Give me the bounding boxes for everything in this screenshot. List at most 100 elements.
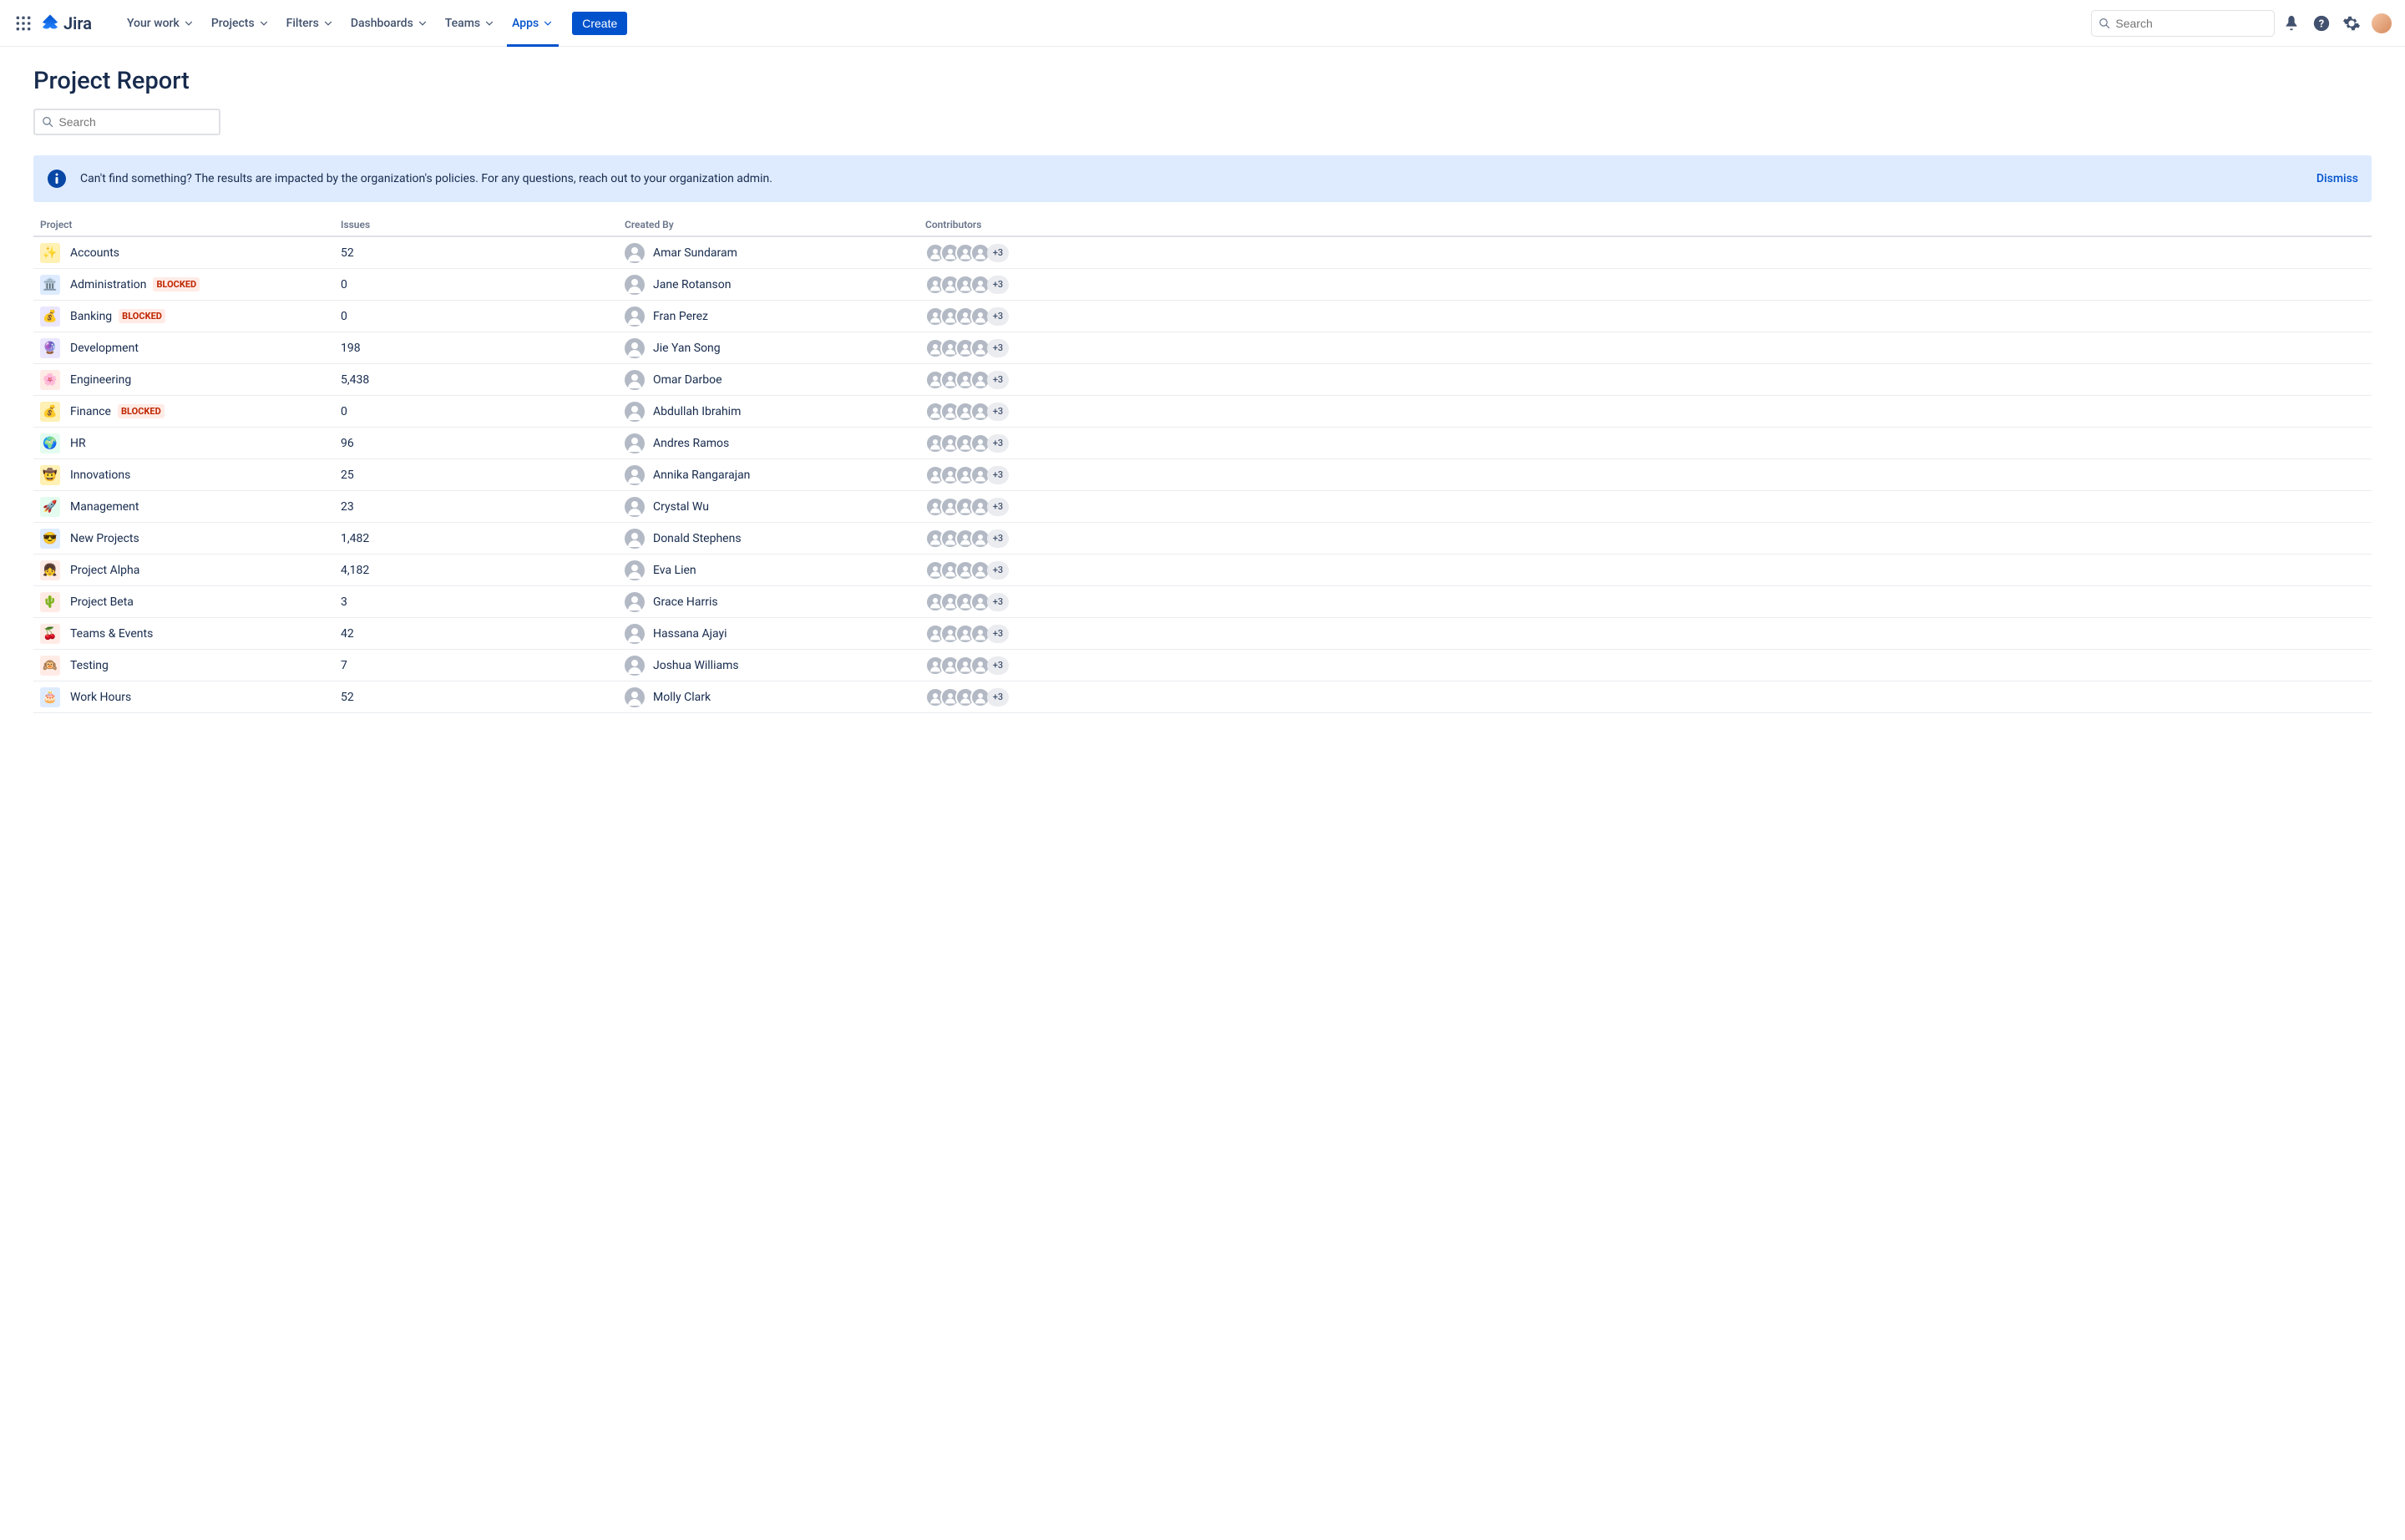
table-row[interactable]: 🤠 Innovations 25 Annika Rangarajan +3: [33, 459, 2372, 491]
table-row[interactable]: 🌸Engineering5,438Omar Darboe+3: [33, 364, 2372, 396]
contributors-more[interactable]: +3: [987, 339, 1009, 357]
contributors-more[interactable]: +3: [987, 625, 1009, 643]
contributors-more[interactable]: +3: [987, 593, 1009, 611]
jira-logo[interactable]: Jira: [40, 13, 92, 33]
person-icon: [625, 656, 645, 676]
contributors-cell: +3: [925, 687, 2365, 707]
project-cell: 🌍HR: [40, 433, 341, 453]
created-by-name: Annika Rangarajan: [653, 469, 750, 482]
notifications-icon[interactable]: [2278, 10, 2305, 37]
person-icon: [625, 624, 645, 644]
project-cell: 💰BankingBLOCKED: [40, 306, 341, 327]
nav-teams[interactable]: Teams: [440, 0, 500, 47]
contributor-stack: [925, 656, 990, 676]
profile-avatar[interactable]: [2368, 10, 2395, 37]
contributor-stack: [925, 243, 990, 263]
person-icon: [625, 402, 645, 422]
person-icon: [625, 338, 645, 358]
contributors-more[interactable]: +3: [987, 656, 1009, 675]
issues-cell: 7: [341, 659, 625, 672]
created-by-name: Andres Ramos: [653, 437, 729, 450]
project-name: HR: [70, 437, 86, 450]
nav-apps[interactable]: Apps: [507, 0, 559, 47]
contributors-more[interactable]: +3: [987, 276, 1009, 294]
nav-projects[interactable]: Projects: [206, 0, 275, 47]
column-header-project[interactable]: Project: [40, 219, 341, 230]
contributors-more[interactable]: +3: [987, 434, 1009, 453]
project-icon: 🏛️: [40, 275, 60, 295]
table-row[interactable]: 🌍HR96Andres Ramos+3: [33, 428, 2372, 459]
contributors-more[interactable]: +3: [987, 529, 1009, 548]
contributors-more[interactable]: +3: [987, 498, 1009, 516]
project-cell: 🎂Work Hours: [40, 687, 341, 707]
project-name: Innovations: [70, 469, 130, 482]
issues-cell: 42: [341, 627, 625, 641]
table-row[interactable]: ✨Accounts52Amar Sundaram+3: [33, 237, 2372, 269]
contributors-more[interactable]: +3: [987, 403, 1009, 421]
person-icon: [625, 370, 645, 390]
contributors-more[interactable]: +3: [987, 466, 1009, 484]
column-header-created-by[interactable]: Created By: [625, 219, 925, 230]
project-icon: 🙉: [40, 656, 60, 676]
create-button[interactable]: Create: [572, 12, 627, 35]
table-row[interactable]: 🍒Teams & Events42Hassana Ajayi+3: [33, 618, 2372, 650]
issues-cell: 23: [341, 500, 625, 514]
contributors-more[interactable]: +3: [987, 688, 1009, 707]
table-row[interactable]: 🌵Project Beta3Grace Harris+3: [33, 586, 2372, 618]
project-icon: 🌵: [40, 592, 60, 612]
app-switcher-icon[interactable]: [10, 10, 37, 37]
filter-search-input[interactable]: [58, 115, 212, 129]
table-row[interactable]: 😎New Projects1,482Donald Stephens+3: [33, 523, 2372, 555]
project-name: Accounts: [70, 246, 119, 260]
project-cell: ✨Accounts: [40, 243, 341, 263]
column-header-contributors[interactable]: Contributors: [925, 219, 2365, 230]
table-row[interactable]: 🏛️AdministrationBLOCKED0Jane Rotanson+3: [33, 269, 2372, 301]
filter-search[interactable]: [33, 109, 220, 135]
nav-label: Dashboards: [351, 17, 413, 30]
project-cell: 🔮Development: [40, 338, 341, 358]
nav-your-work[interactable]: Your work: [122, 0, 200, 47]
project-icon: 🤠: [40, 465, 60, 485]
person-icon: [625, 529, 645, 549]
contributors-cell: +3: [925, 433, 2365, 453]
contributors-more[interactable]: +3: [987, 244, 1009, 262]
project-icon: 🍒: [40, 624, 60, 644]
contributor-stack: [925, 497, 990, 517]
table-row[interactable]: 💰BankingBLOCKED0Fran Perez+3: [33, 301, 2372, 332]
banner-dismiss-button[interactable]: Dismiss: [2316, 172, 2358, 185]
nav-dashboards[interactable]: Dashboards: [346, 0, 433, 47]
column-header-issues[interactable]: Issues: [341, 219, 625, 230]
person-icon: [625, 592, 645, 612]
project-name: Project Alpha: [70, 564, 139, 577]
contributor-stack: [925, 560, 990, 580]
created-by-cell: Joshua Williams: [625, 656, 925, 676]
project-cell: 🏛️AdministrationBLOCKED: [40, 275, 341, 295]
global-search[interactable]: [2091, 10, 2275, 37]
table-row[interactable]: 💰FinanceBLOCKED0Abdullah Ibrahim+3: [33, 396, 2372, 428]
svg-text:?: ?: [2319, 18, 2324, 30]
table-row[interactable]: 🙉Testing7Joshua Williams+3: [33, 650, 2372, 681]
project-icon: 🎂: [40, 687, 60, 707]
created-by-cell: Molly Clark: [625, 687, 925, 707]
contributors-cell: +3: [925, 275, 2365, 295]
chevron-down-icon: [183, 18, 195, 29]
person-icon: [625, 275, 645, 295]
contributors-more[interactable]: +3: [987, 371, 1009, 389]
created-by-name: Amar Sundaram: [653, 246, 737, 260]
contributors-cell: +3: [925, 624, 2365, 644]
chevron-down-icon: [542, 18, 554, 29]
settings-icon[interactable]: [2338, 10, 2365, 37]
global-search-input[interactable]: [2115, 17, 2267, 30]
table-row[interactable]: 🎂Work Hours52Molly Clark+3: [33, 681, 2372, 713]
table-row[interactable]: 👧Project Alpha4,182Eva Lien+3: [33, 555, 2372, 586]
issues-cell: 25: [341, 469, 625, 482]
contributors-more[interactable]: +3: [987, 307, 1009, 326]
project-icon: 💰: [40, 402, 60, 422]
table-row[interactable]: 🔮Development198Jie Yan Song+3: [33, 332, 2372, 364]
contributors-more[interactable]: +3: [987, 561, 1009, 580]
project-cell: 🌸Engineering: [40, 370, 341, 390]
help-icon[interactable]: ?: [2308, 10, 2335, 37]
issues-cell: 198: [341, 342, 625, 355]
nav-filters[interactable]: Filters: [281, 0, 339, 47]
table-row[interactable]: 🚀Management23Crystal Wu+3: [33, 491, 2372, 523]
